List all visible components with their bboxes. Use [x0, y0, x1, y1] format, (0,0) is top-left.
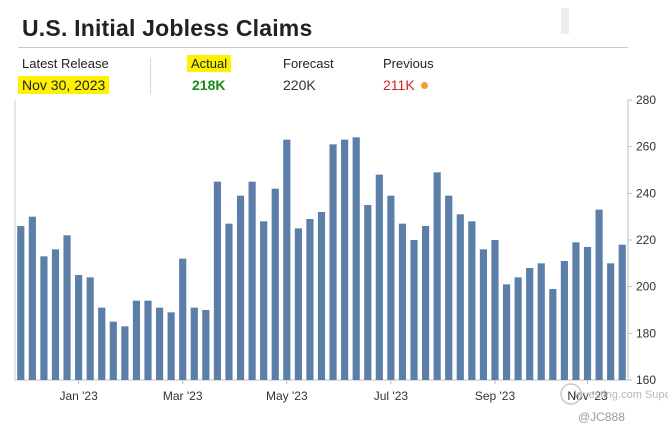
bar: [317, 212, 326, 380]
faint-corner-mark: [561, 8, 569, 34]
bar: [618, 244, 626, 380]
y-tick-label: 260: [636, 140, 656, 154]
bar: [433, 172, 441, 380]
bar: [294, 228, 302, 380]
bar: [502, 284, 511, 380]
bar: [236, 195, 245, 380]
x-tick-label: Mar '23: [163, 389, 203, 403]
latest-release-label: Latest Release: [22, 56, 109, 71]
bar: [375, 174, 383, 380]
bar: [179, 258, 187, 380]
previous-value: 211K: [383, 77, 428, 93]
bar: [526, 268, 534, 380]
latest-release-date: Nov 30, 2023: [18, 76, 110, 94]
previous-dot-icon: [420, 81, 428, 89]
latest-release-value: Nov 30, 2023: [18, 76, 110, 94]
bar: [422, 226, 430, 380]
bar: [155, 307, 164, 380]
y-tick-label: 220: [636, 233, 656, 247]
bar: [607, 263, 615, 380]
bar: [410, 240, 418, 380]
actual-label: Actual: [187, 55, 232, 72]
watermark-logo-icon: [560, 383, 582, 405]
x-tick-label: May '23: [266, 389, 308, 403]
bar: [491, 240, 499, 380]
bar: [98, 307, 106, 380]
bar: [468, 221, 476, 380]
bar: [549, 289, 557, 380]
bar: [445, 195, 453, 380]
bar: [86, 277, 94, 380]
x-tick-label: Sep '23: [475, 389, 516, 403]
bar: [560, 261, 568, 380]
bar: [583, 247, 592, 380]
watermark-layer: Investing.com Super Community @JC888: [560, 383, 668, 424]
x-tick-label: Jan '23: [59, 389, 98, 403]
page-title: U.S. Initial Jobless Claims: [22, 15, 313, 41]
bar: [167, 312, 175, 380]
bar: [456, 214, 464, 380]
bar: [479, 249, 488, 380]
bar: [202, 310, 210, 380]
forecast-value: 220K: [283, 77, 316, 93]
bar: [225, 223, 233, 380]
bar: [121, 326, 129, 380]
bar: [28, 216, 36, 380]
bar: [109, 321, 117, 380]
y-tick-label: 280: [636, 93, 656, 107]
bar: [283, 139, 291, 380]
bar: [398, 223, 407, 380]
watermark-community: Investing.com Super Community: [574, 389, 668, 401]
stats-divider: [150, 58, 151, 94]
actual-value: 218K: [192, 77, 226, 93]
y-tick-label: 180: [636, 326, 656, 340]
bar: [387, 195, 395, 380]
bar: [75, 275, 83, 380]
title-divider: [18, 47, 628, 48]
x-tick-label: Nov '23: [567, 389, 608, 403]
bar: [63, 235, 71, 380]
bar: [306, 219, 314, 380]
bar: [190, 307, 198, 380]
previous-value-text: 211K: [383, 77, 415, 93]
bar: [271, 188, 279, 380]
bar: [364, 205, 372, 380]
bar: [341, 139, 349, 380]
bar: [595, 209, 603, 380]
watermark-handle: @JC888: [578, 410, 625, 424]
x-tick-label: Jul '23: [374, 389, 409, 403]
bars-layer: [17, 137, 626, 380]
bar: [572, 242, 580, 380]
y-tick-label: 160: [636, 373, 656, 387]
y-tick-label: 240: [636, 186, 656, 200]
x-axis-ticks: Jan '23 Mar '23 May '23 Jul '23 Sep '23 Nov '…: [59, 380, 608, 403]
bar: [132, 300, 141, 380]
bar: [17, 226, 25, 380]
bar: [260, 221, 268, 380]
bar: [51, 249, 60, 380]
bar: [248, 181, 256, 380]
actual-label-text: Actual: [187, 55, 232, 72]
previous-label: Previous: [383, 56, 434, 71]
y-tick-label: 200: [636, 280, 656, 294]
bar: [352, 137, 360, 380]
bar: [329, 144, 337, 380]
bar: [213, 181, 221, 380]
forecast-label: Forecast: [283, 56, 334, 71]
bar: [514, 277, 522, 380]
bar: [537, 263, 545, 380]
bar: [40, 256, 48, 380]
bar: [144, 300, 152, 380]
y-axis-ticks: 160 180 200 220 240 260 280: [628, 93, 656, 387]
